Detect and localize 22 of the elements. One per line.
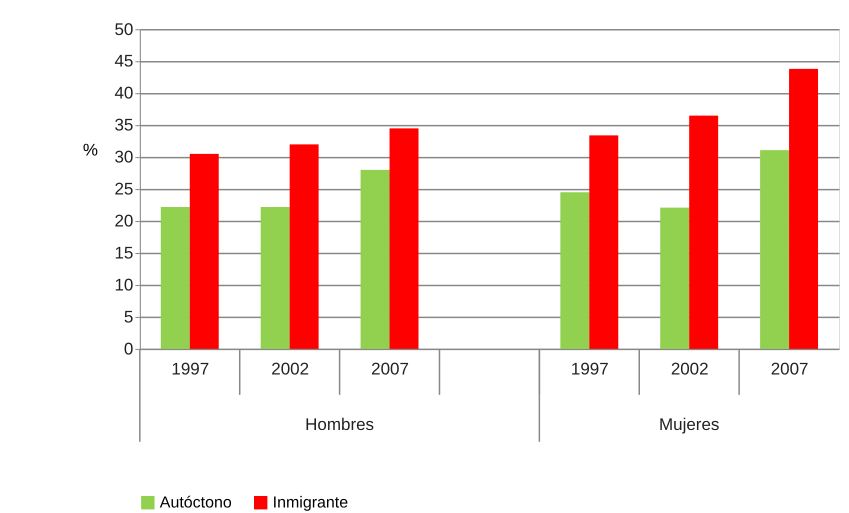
legend-label: Inmigrante	[272, 494, 348, 512]
x-tick-label: 2002	[670, 359, 709, 378]
x-tick-label: 2007	[770, 359, 808, 378]
y-axis-title: %	[82, 140, 98, 160]
y-tick-label: 45	[114, 52, 134, 71]
y-tick-label: 15	[114, 244, 134, 262]
x-tick-label: 2002	[271, 359, 310, 378]
x-tick-label: 1997	[171, 359, 210, 378]
y-tick-label: 40	[114, 84, 134, 103]
y-tick-label: 25	[114, 180, 134, 199]
y-tick-label: 10	[114, 275, 134, 294]
y-tick-label: 20	[114, 212, 134, 231]
text: Hombres	[305, 414, 374, 434]
y-tick-label: 5	[124, 307, 134, 326]
legend-label: Autóctono	[160, 494, 232, 512]
x-tick-label: 2007	[371, 359, 409, 378]
y-tick-label: 35	[114, 116, 134, 135]
y-tick-label: 30	[114, 148, 134, 167]
text: Mujeres	[659, 414, 720, 434]
y-tick-label: 50	[114, 20, 134, 39]
x-tick-label: 1997	[570, 359, 609, 378]
y-tick-label: 0	[124, 339, 134, 358]
